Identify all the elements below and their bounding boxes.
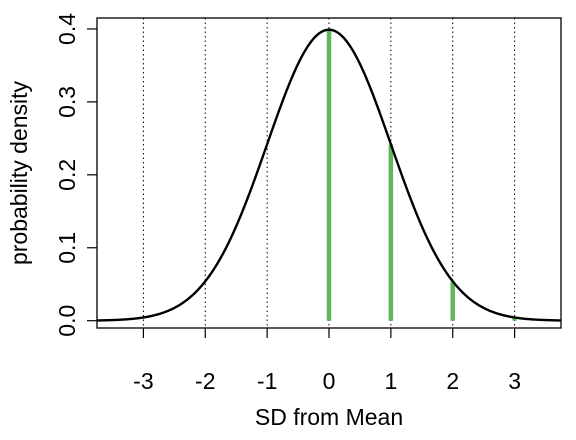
- x-tick-label: 0: [323, 368, 336, 394]
- y-tick-label: 0.0: [54, 305, 80, 337]
- x-axis-label: SD from Mean: [255, 404, 403, 430]
- x-tick-label: -3: [133, 368, 153, 394]
- y-tick-label: 0.1: [54, 232, 80, 264]
- y-tick-label: 0.4: [54, 13, 80, 45]
- density-curve: [96, 28, 562, 322]
- y-tick-label: 0.3: [54, 86, 80, 118]
- y-axis-label: probability density: [6, 80, 32, 265]
- x-tick-label: 2: [446, 368, 459, 394]
- x-tick-label: -1: [257, 368, 277, 394]
- y-tick-label: 0.2: [54, 159, 80, 191]
- x-tick-label: 3: [508, 368, 521, 394]
- curve-layer: [96, 28, 562, 322]
- x-tick-label: 1: [384, 368, 397, 394]
- axis-layer: -3 -2 -1 0 1 2 3 0.0 0.1 0.2 0.3 0.4: [54, 13, 521, 394]
- highlight-layer: [326, 29, 517, 321]
- x-tick-label: -2: [195, 368, 215, 394]
